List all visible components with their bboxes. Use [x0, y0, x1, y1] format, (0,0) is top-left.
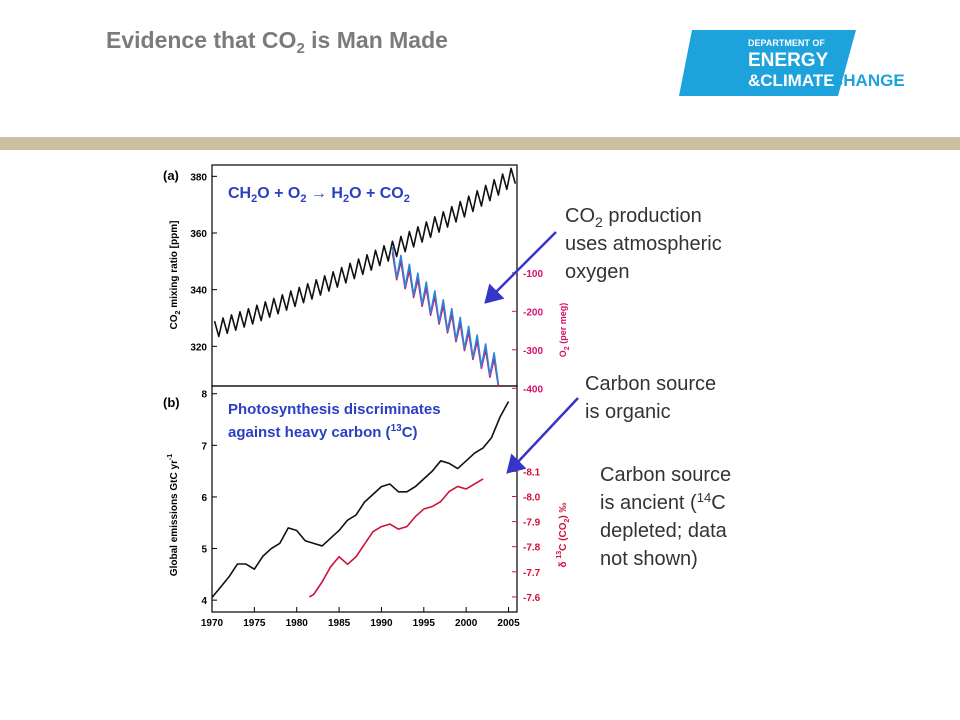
subscript: 2 — [343, 193, 349, 205]
text-part: Global emissions GtC yr — [169, 460, 180, 576]
y-tick-label: 7 — [201, 441, 207, 452]
callout-line: Carbon source — [600, 464, 731, 486]
text-part: CH — [228, 185, 251, 202]
subscript: 2 — [175, 310, 182, 314]
y-tick-label: 320 — [190, 342, 207, 353]
y-tick-label: 6 — [201, 493, 207, 504]
x-tick-label: 1975 — [243, 618, 266, 629]
text-part: (per meg) — [558, 303, 568, 347]
arrow-head — [484, 283, 505, 304]
slide-title: Evidence that CO2 is Man Made — [106, 27, 448, 57]
text-part: O — [558, 350, 568, 357]
y-tick-label: 5 — [201, 545, 207, 556]
panel-b-frame — [211, 385, 518, 613]
text-part: C) — [402, 424, 418, 441]
text-part: C (CO — [558, 522, 569, 551]
subscript: 2 — [595, 214, 603, 230]
text-part: against heavy carbon ( — [228, 424, 391, 441]
text-part: ) ‰ — [558, 503, 569, 519]
arrow — [493, 231, 557, 295]
panel-label: (a) — [163, 168, 179, 183]
x-tick-label: 1970 — [201, 618, 224, 629]
y2-tick-label: -200 — [523, 307, 543, 318]
superscript: 14 — [697, 490, 711, 505]
callout-line: is organic — [585, 401, 671, 423]
panel-annotation: against heavy carbon (13C) — [228, 423, 418, 441]
y2-tick-label: -100 — [523, 269, 543, 280]
y-tick-label: 340 — [190, 286, 207, 297]
text-part: CO — [565, 205, 595, 227]
y-tick-label: 8 — [201, 390, 207, 401]
logo-text: CHANGE — [831, 71, 905, 90]
callout-line: Carbon source — [585, 373, 716, 395]
x-tick-label: 2005 — [497, 618, 520, 629]
text-part: production — [603, 205, 702, 227]
subscript: 2 — [564, 346, 571, 350]
subscript: 2 — [404, 193, 410, 205]
y-axis-label: Global emissions GtC yr-1 — [167, 454, 180, 576]
x-tick-label: 1995 — [413, 618, 436, 629]
text-part: is ancient ( — [600, 492, 697, 514]
logo: DEPARTMENT OF ENERGY &CLIMATE CHANGE — [679, 30, 905, 96]
x-tick-label: 1990 — [370, 618, 393, 629]
superscript: 13 — [556, 551, 563, 559]
data-line — [391, 246, 500, 385]
subscript: 2 — [564, 519, 571, 523]
logo-text: ENERGY — [748, 50, 829, 71]
x-tick-label: 1980 — [286, 618, 309, 629]
panel-label: (b) — [163, 395, 180, 410]
title-part: is Man Made — [305, 27, 448, 53]
y-tick-label: 360 — [190, 229, 207, 240]
subscript: 2 — [300, 193, 306, 205]
y2-axis-label: O2 (per meg) — [558, 303, 571, 357]
data-line — [211, 401, 510, 599]
logo-text: DEPARTMENT OF — [748, 38, 825, 48]
text-part: C — [711, 492, 725, 514]
text-part: O + O — [257, 185, 300, 202]
title-part: Evidence that CO — [106, 27, 296, 53]
subscript: 2 — [251, 193, 257, 205]
callout-line: depleted; data — [600, 520, 728, 542]
callout-line: oxygen — [565, 261, 630, 283]
callout-line: not shown) — [600, 548, 698, 570]
y2-tick-label: -400 — [523, 384, 543, 395]
y2-tick-label: -300 — [523, 346, 543, 357]
arrow — [515, 397, 579, 465]
y2-tick-label: -8.0 — [523, 492, 541, 503]
text-part: mixing ratio [ppm] — [169, 221, 180, 311]
data-line — [309, 478, 484, 598]
y-tick-label: 380 — [190, 172, 207, 183]
y2-axis-label: δ 13C (CO2) ‰ — [556, 503, 571, 568]
data-line — [213, 167, 517, 338]
text-part: → H — [306, 185, 342, 202]
arrows — [484, 231, 579, 474]
x-tick-label: 2000 — [455, 618, 478, 629]
title-subscript: 2 — [296, 40, 304, 57]
y2-tick-label: -7.7 — [523, 568, 541, 579]
arrow-head — [506, 453, 527, 474]
panel-annotation: CH2O + O2 → H2O + CO2 — [228, 185, 410, 205]
y-tick-label: 4 — [201, 596, 207, 607]
superscript: -1 — [167, 454, 174, 460]
callout-line: uses atmospheric — [565, 233, 722, 255]
superscript: 13 — [391, 423, 403, 434]
y2-tick-label: -7.8 — [523, 543, 541, 554]
callout-line: CO2 production — [565, 205, 702, 230]
panel-annotation: Photosynthesis discriminates — [228, 401, 441, 418]
text-part: δ — [558, 559, 569, 568]
y2-tick-label: -8.1 — [523, 467, 541, 478]
logo-shape — [679, 30, 856, 96]
y-axis-label: CO2 mixing ratio [ppm] — [169, 221, 182, 330]
y2-tick-label: -7.9 — [523, 518, 541, 529]
logo-text: &CLIMATE — [748, 71, 835, 90]
y2-tick-label: -7.6 — [523, 593, 541, 604]
text-part: CO — [169, 314, 180, 329]
x-tick-label: 1985 — [328, 618, 351, 629]
header-band — [0, 137, 960, 150]
text-part: O + CO — [349, 185, 404, 202]
callout-line: is ancient (14C — [600, 490, 726, 514]
plot: 320 340 360 380 -100 -200 -300 -400 4 5 6 7 8 -8.1 -8.… — [190, 167, 543, 629]
